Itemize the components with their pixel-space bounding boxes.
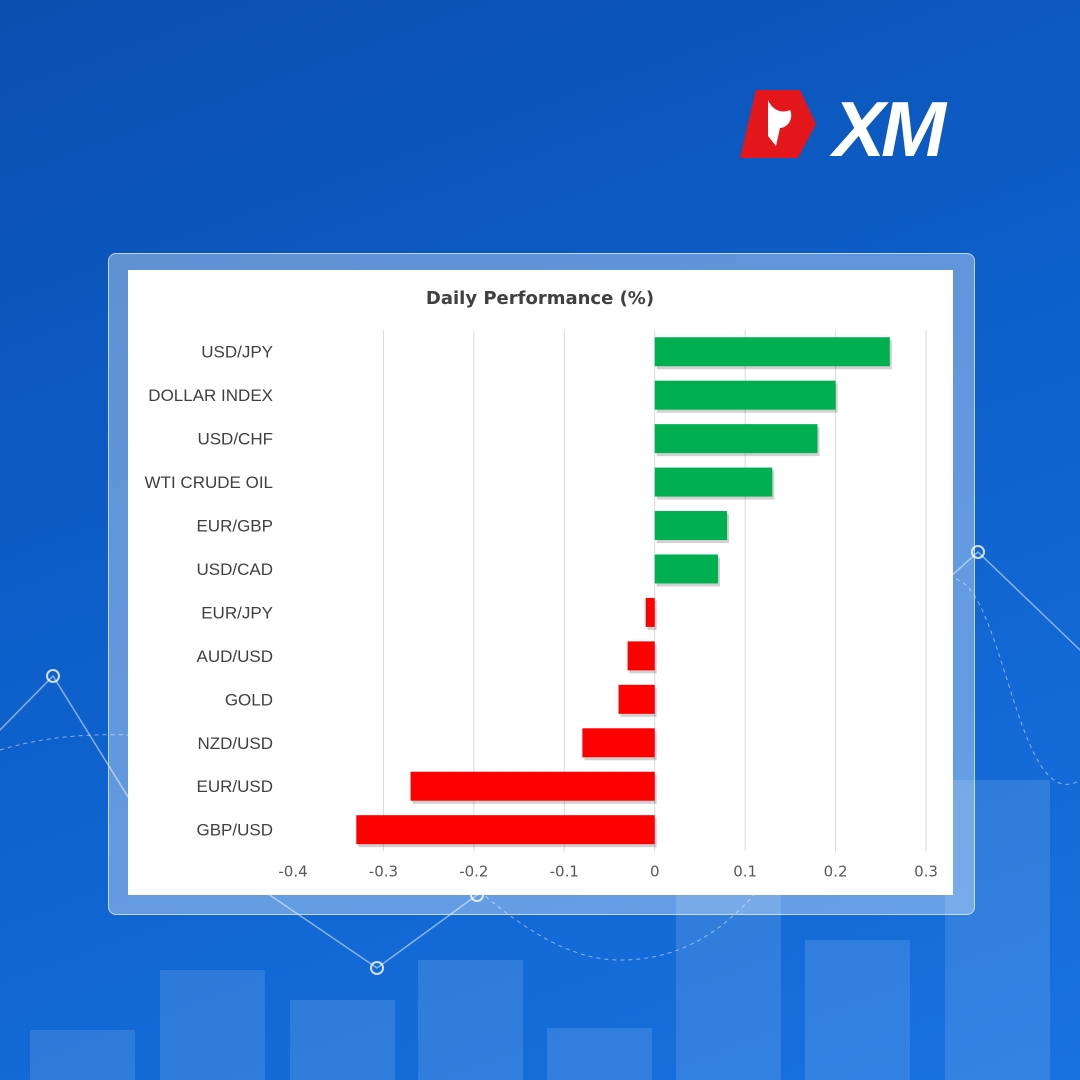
category-label: DOLLAR INDEX bbox=[148, 386, 273, 405]
svg-text:XM: XM bbox=[829, 88, 948, 160]
category-label: NZD/USD bbox=[197, 734, 273, 753]
category-label: EUR/JPY bbox=[201, 603, 273, 622]
category-label: USD/CAD bbox=[196, 560, 273, 579]
category-label: WTI CRUDE OIL bbox=[145, 473, 273, 492]
chart-title: Daily Performance (%) bbox=[426, 288, 654, 309]
category-label: EUR/GBP bbox=[196, 517, 273, 536]
bar bbox=[627, 641, 655, 671]
x-tick-label: 0.2 bbox=[824, 862, 848, 880]
bar bbox=[356, 815, 655, 845]
bar bbox=[654, 337, 890, 367]
bar bbox=[654, 380, 836, 410]
x-tick-label: -0.4 bbox=[278, 862, 307, 880]
category-label: USD/JPY bbox=[201, 343, 273, 362]
xm-logo: XM bbox=[740, 88, 952, 160]
x-tick-label: 0.1 bbox=[733, 862, 757, 880]
bar bbox=[654, 424, 818, 454]
bar bbox=[645, 597, 655, 627]
bar bbox=[654, 467, 773, 497]
x-tick-label: -0.2 bbox=[459, 862, 488, 880]
x-tick-label: -0.3 bbox=[369, 862, 398, 880]
bar bbox=[654, 511, 728, 541]
category-label: AUD/USD bbox=[196, 647, 273, 666]
category-label: GBP/USD bbox=[196, 821, 273, 840]
bar bbox=[618, 684, 655, 714]
x-tick-label: 0.3 bbox=[914, 862, 938, 880]
bar bbox=[582, 728, 655, 758]
x-tick-label: -0.1 bbox=[550, 862, 579, 880]
category-label: GOLD bbox=[225, 690, 273, 709]
category-label: EUR/USD bbox=[196, 777, 273, 796]
chart-panel: Daily Performance (%) USD/JPY DOLLAR INDE… bbox=[128, 270, 953, 895]
bar-chart: Daily Performance (%) USD/JPY DOLLAR INDE… bbox=[145, 288, 938, 880]
category-label: USD/CHF bbox=[197, 430, 273, 449]
bar bbox=[654, 554, 719, 584]
bar bbox=[410, 771, 655, 801]
x-tick-label: 0 bbox=[650, 862, 660, 880]
